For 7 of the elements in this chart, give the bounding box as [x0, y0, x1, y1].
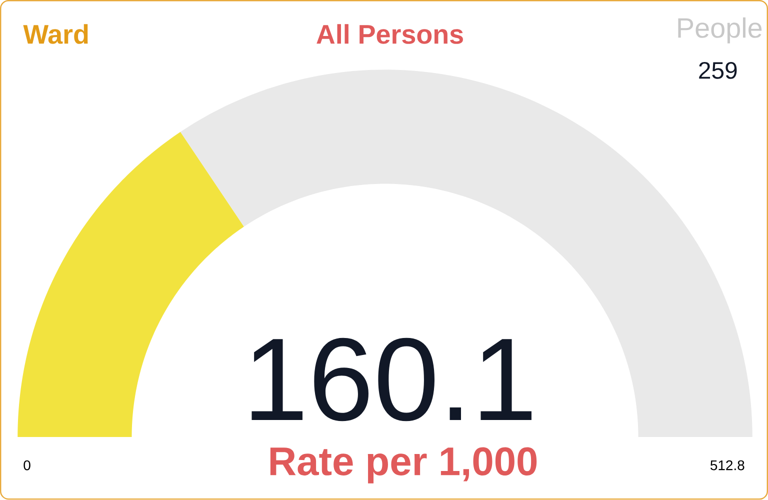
text: 512.8 — [710, 460, 744, 470]
text: 0 — [24, 460, 30, 470]
text: Rate per 1,000 — [270, 447, 537, 484]
text: 259 — [699, 62, 737, 80]
text: Ward — [23, 24, 88, 44]
chart-title: All Persons — [316, 24, 463, 44]
text: 160.1 — [252, 338, 532, 422]
